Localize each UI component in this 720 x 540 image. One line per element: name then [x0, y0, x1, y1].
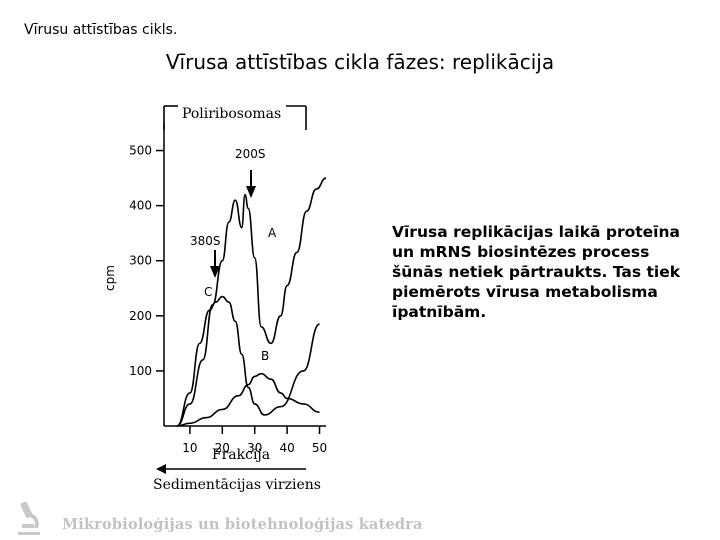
slide-header: Vīrusu attīstības cikls. [24, 22, 178, 38]
x-axis-label: Frakcija [212, 447, 270, 463]
y-tick-label: 400 [129, 199, 152, 213]
arrow-200s-head [246, 186, 256, 198]
series-line-b [176, 372, 320, 427]
series-layer [176, 177, 327, 427]
y-tick-label: 200 [129, 309, 152, 323]
sedimentation-arrow [156, 464, 306, 474]
microscope-icon [18, 501, 40, 535]
footer: Mikrobioloģijas un biotehnoloģijas kated… [10, 498, 422, 538]
y-ticks: 100 200 300 400 500 [129, 144, 164, 378]
y-tick-label: 300 [129, 254, 152, 268]
label-380s: 380S [190, 234, 221, 248]
slide-title: Vīrusa attīstības cikla fāzes: replikāci… [165, 50, 555, 74]
x-tick-label: 20 [215, 441, 230, 455]
y-axis: 100 200 300 400 500 [129, 123, 165, 426]
series-line-a [176, 177, 327, 427]
x-ticks: 10 20 30 40 50 [182, 426, 327, 455]
x-axis: 10 20 30 40 50 [164, 425, 327, 455]
sedimentation-chart: Poliribosomas 100 200 300 400 500 cpm 10 20 30… [78, 78, 368, 498]
curve-label-c: C [204, 285, 212, 299]
y-tick-label: 500 [129, 144, 152, 158]
y-tick-label: 100 [129, 364, 152, 378]
arrow-380s [210, 250, 220, 278]
x-tick-label: 30 [247, 441, 262, 455]
footer-department-text: Mikrobioloģijas un biotehnoloģijas kated… [62, 516, 423, 533]
x-tick-label: 10 [182, 441, 197, 455]
curve-label-a: A [268, 226, 277, 240]
polyribosome-label: Poliribosomas [182, 106, 281, 122]
description-paragraph: Vīrusa replikācijas laikā proteīna un mR… [392, 223, 681, 321]
chart-svg: Poliribosomas 100 200 300 400 500 cpm 10 20 30… [103, 105, 327, 493]
series-line-c [176, 295, 320, 427]
x-tick-label: 40 [279, 441, 294, 455]
arrow-380s-head [210, 266, 220, 278]
sedimentation-label: Sedimentācijas virziens [153, 477, 321, 493]
sedimentation-arrow-head [156, 464, 166, 474]
label-200s: 200S [235, 147, 266, 161]
y-axis-label: cpm [103, 265, 117, 291]
arrow-200s [246, 170, 256, 198]
x-tick-label: 50 [312, 441, 327, 455]
curve-label-b: B [261, 349, 269, 363]
